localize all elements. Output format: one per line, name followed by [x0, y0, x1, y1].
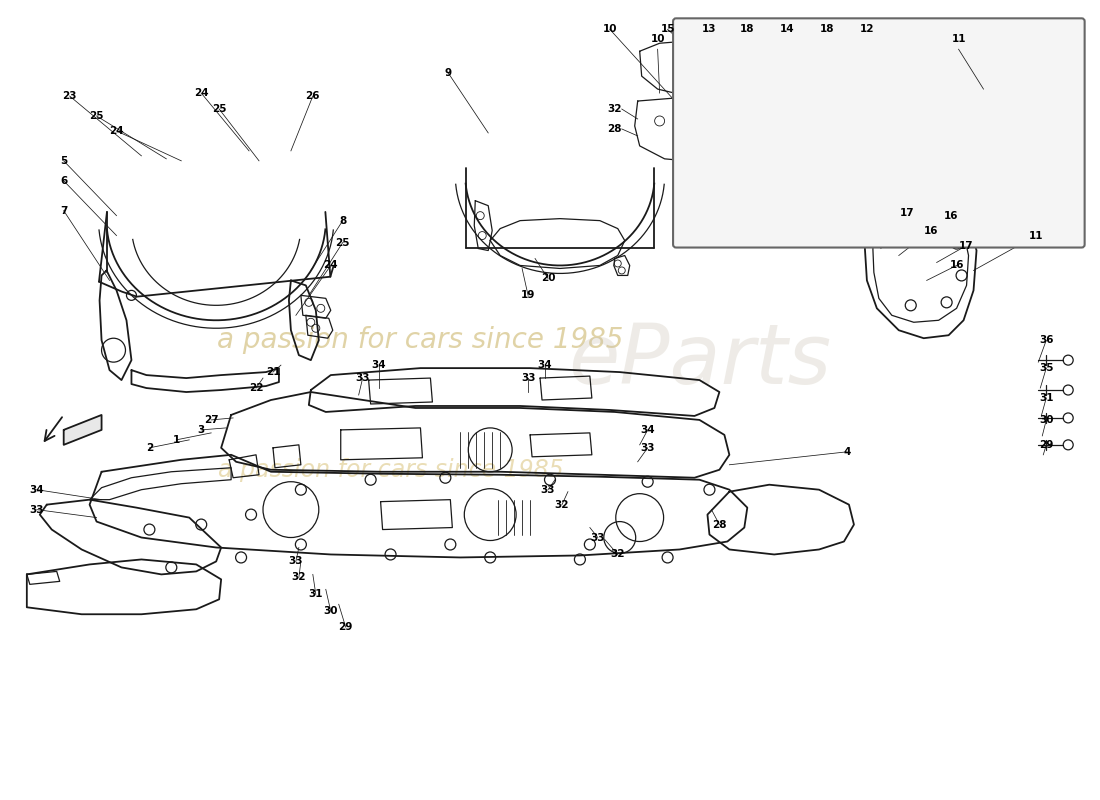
- Text: 21: 21: [266, 367, 280, 377]
- Text: a passion for cars since 1985: a passion for cars since 1985: [218, 458, 563, 482]
- Text: 32: 32: [554, 500, 569, 510]
- Text: 1: 1: [173, 435, 180, 445]
- Text: 2: 2: [146, 443, 153, 453]
- Text: 15: 15: [660, 24, 674, 34]
- Text: 25: 25: [212, 104, 227, 114]
- Text: 26: 26: [306, 91, 320, 101]
- Text: 11: 11: [952, 34, 966, 44]
- Text: 30: 30: [323, 606, 338, 616]
- Text: 18: 18: [740, 24, 755, 34]
- Text: 33: 33: [30, 505, 44, 514]
- Text: 25: 25: [89, 111, 103, 121]
- Text: 19: 19: [521, 290, 536, 300]
- Text: 32: 32: [610, 550, 625, 559]
- Text: 4: 4: [844, 447, 850, 457]
- Text: 36: 36: [1040, 335, 1054, 346]
- Text: 17: 17: [959, 241, 974, 250]
- Text: 34: 34: [372, 360, 386, 370]
- Text: 30: 30: [1040, 415, 1054, 425]
- Text: 28: 28: [712, 519, 727, 530]
- Text: 18: 18: [820, 24, 834, 34]
- Text: 34: 34: [640, 425, 654, 435]
- Text: 16: 16: [923, 226, 938, 235]
- Text: 32: 32: [607, 104, 621, 114]
- Text: 28: 28: [607, 124, 621, 134]
- Text: 32: 32: [292, 572, 306, 582]
- Text: 23: 23: [63, 91, 77, 101]
- Text: 31: 31: [309, 590, 323, 599]
- FancyBboxPatch shape: [673, 18, 1085, 247]
- Text: 31: 31: [1040, 393, 1054, 403]
- Text: 14: 14: [780, 24, 794, 34]
- Text: 29: 29: [339, 622, 353, 632]
- Text: 11: 11: [1030, 230, 1044, 241]
- Text: 10: 10: [603, 24, 617, 34]
- Text: 33: 33: [355, 373, 370, 383]
- Text: 33: 33: [288, 557, 304, 566]
- Text: 24: 24: [194, 88, 209, 98]
- Text: 9: 9: [444, 68, 452, 78]
- Text: 27: 27: [204, 415, 219, 425]
- Text: 5: 5: [60, 156, 67, 166]
- Polygon shape: [64, 415, 101, 445]
- Text: 6: 6: [60, 176, 67, 186]
- Text: 20: 20: [541, 274, 556, 283]
- Text: 8: 8: [339, 216, 346, 226]
- Text: 10: 10: [650, 34, 664, 44]
- Text: 33: 33: [541, 485, 556, 494]
- Text: 34: 34: [538, 360, 552, 370]
- Text: 35: 35: [1040, 363, 1054, 373]
- Text: 33: 33: [520, 373, 536, 383]
- Text: 13: 13: [702, 24, 717, 34]
- Text: 17: 17: [900, 208, 914, 218]
- Text: a passion for cars since 1985: a passion for cars since 1985: [218, 326, 624, 354]
- Text: 25: 25: [336, 238, 350, 247]
- Text: 12: 12: [859, 24, 874, 34]
- Text: 33: 33: [640, 443, 654, 453]
- Text: 7: 7: [60, 206, 67, 216]
- Text: 22: 22: [249, 383, 263, 393]
- Text: 34: 34: [30, 485, 44, 494]
- Text: 29: 29: [1040, 440, 1054, 450]
- Text: 16: 16: [949, 261, 964, 270]
- Text: eParts: eParts: [568, 320, 830, 401]
- Text: 16: 16: [944, 210, 958, 221]
- Text: 24: 24: [109, 126, 124, 136]
- Text: 33: 33: [591, 533, 605, 542]
- Text: 24: 24: [323, 261, 338, 270]
- Text: 3: 3: [198, 425, 205, 435]
